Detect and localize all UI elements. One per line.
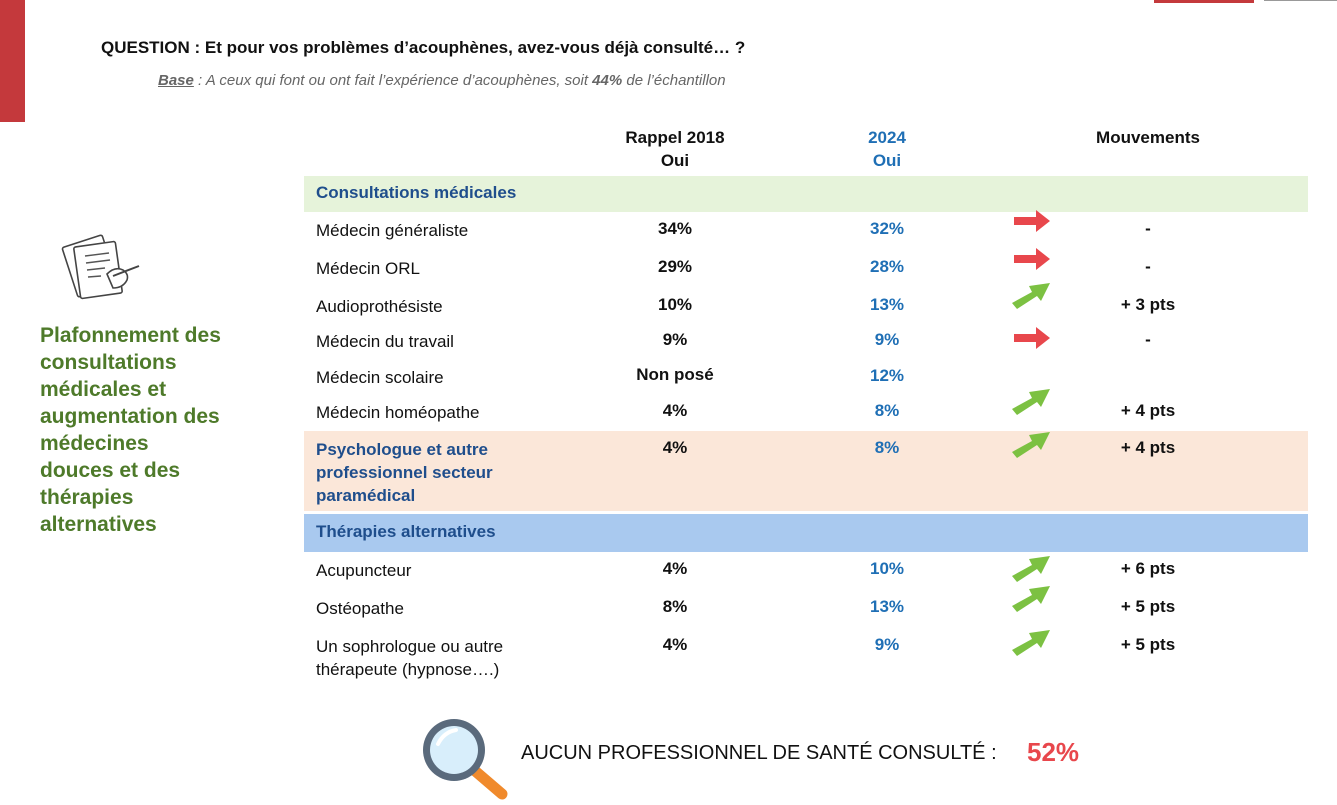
row-label-line: Un sophrologue ou autre [316, 637, 504, 656]
magnifying-glass-icon [423, 719, 508, 800]
headline-line: consultations [40, 351, 177, 374]
document-writing-icon [61, 234, 140, 300]
headline-line: médecines [40, 432, 149, 455]
value-2024: 8% [874, 401, 900, 420]
no-professional-label: AUCUN PROFESSIONNEL DE SANTÉ CONSULTÉ : [521, 742, 997, 764]
section-band-alternatives [304, 514, 1308, 552]
movement-value: - [1145, 219, 1151, 238]
value-2018: 10% [657, 295, 693, 314]
value-2024: 10% [869, 559, 905, 578]
value-2024: 13% [869, 597, 905, 616]
value-2024: 8% [874, 438, 900, 457]
movement-value: + 5 pts [1120, 597, 1176, 616]
column-header-2024-sub: Oui [872, 151, 902, 170]
column-header-mouvements: Mouvements [1096, 128, 1200, 147]
value-2024: 28% [869, 257, 905, 276]
headline-line: Plafonnement des [40, 324, 221, 347]
headline-line: alternatives [40, 513, 157, 536]
value-2018: 8% [662, 597, 688, 616]
arrow-up-right-icon [1012, 586, 1050, 612]
row-label: Ostéopathe [316, 599, 404, 618]
base-text-after: de l’échantillon [622, 72, 726, 89]
value-2024: 9% [874, 330, 900, 349]
headline-text: Plafonnement des consultations médicales… [40, 322, 270, 538]
row-label-psychologue: Psychologue et autre professionnel secte… [316, 438, 493, 507]
column-header-2024-title: 2024 [868, 128, 906, 147]
value-2024: 13% [869, 295, 905, 314]
row-label: Médecin ORL [316, 259, 420, 278]
base-pct: 44% [592, 72, 623, 89]
arrow-right-icon [1014, 210, 1050, 232]
arrow-up-right-icon [1012, 389, 1050, 415]
movement-value: + 6 pts [1120, 559, 1176, 578]
row-band-psychologue [304, 431, 1308, 511]
value-2018: 34% [657, 219, 693, 238]
movement-value: + 4 pts [1120, 438, 1176, 457]
row-label-line: thérapeute (hypnose….) [316, 660, 500, 679]
row-label: Audioprothésiste [316, 297, 443, 316]
row-label: Acupuncteur [316, 561, 412, 580]
value-2024: 12% [869, 366, 905, 385]
top-accent-line [1154, 0, 1254, 3]
value-2018: 4% [662, 401, 688, 420]
top-divider-line [1264, 0, 1337, 1]
arrow-up-right-icon [1012, 556, 1050, 582]
row-label-line: paramédical [316, 486, 416, 505]
base-note: Base : A ceux qui font ou ont fait l’exp… [158, 72, 726, 89]
row-label: Médecin généraliste [316, 221, 469, 240]
headline-line: thérapies [40, 486, 134, 509]
arrow-right-icon [1014, 248, 1050, 270]
no-professional-value: 52% [1027, 737, 1080, 767]
column-header-2018-title: Rappel 2018 [625, 128, 725, 147]
movement-value: + 4 pts [1120, 401, 1176, 420]
row-label: Médecin homéopathe [316, 403, 480, 422]
column-header-2018: Rappel 2018 Oui [600, 126, 750, 172]
movement-value: - [1145, 257, 1151, 276]
headline-line: médicales et [40, 378, 167, 401]
section-title-consultations: Consultations médicales [316, 183, 517, 202]
value-2018: 4% [662, 635, 688, 654]
section-title-alternatives: Thérapies alternatives [316, 522, 496, 541]
row-label: Médecin scolaire [316, 368, 444, 387]
movement-value: + 3 pts [1120, 295, 1176, 314]
arrow-up-right-icon [1012, 432, 1050, 458]
question-title: QUESTION : Et pour vos problèmes d’acoup… [101, 38, 746, 57]
base-label: Base [158, 72, 194, 89]
row-label-line: professionnel secteur [316, 463, 493, 482]
arrow-right-icon [1014, 327, 1050, 349]
row-label-line: Psychologue et autre [316, 440, 488, 459]
value-2018: 4% [662, 559, 688, 578]
value-2024: 9% [874, 635, 900, 654]
row-label-sophrologue: Un sophrologue ou autre thérapeute (hypn… [316, 635, 503, 681]
column-header-2024: 2024 Oui [812, 126, 962, 172]
section-band-consultations [304, 176, 1308, 212]
value-2018: 9% [662, 330, 688, 349]
arrow-up-right-icon [1012, 630, 1050, 656]
movement-value: - [1145, 330, 1151, 349]
accent-bar [0, 0, 25, 122]
value-2018: Non posé [636, 365, 714, 384]
value-2024: 32% [869, 219, 905, 238]
headline-line: augmentation des [40, 405, 220, 428]
column-header-2018-sub: Oui [660, 151, 690, 170]
row-label: Médecin du travail [316, 332, 454, 351]
value-2018: 29% [657, 257, 693, 276]
headline-line: douces et des [40, 459, 181, 482]
base-text-before: : A ceux qui font ou ont fait l’expérien… [193, 72, 593, 89]
arrow-up-right-icon [1012, 283, 1050, 309]
movement-value: + 5 pts [1120, 635, 1176, 654]
value-2018: 4% [662, 438, 688, 457]
